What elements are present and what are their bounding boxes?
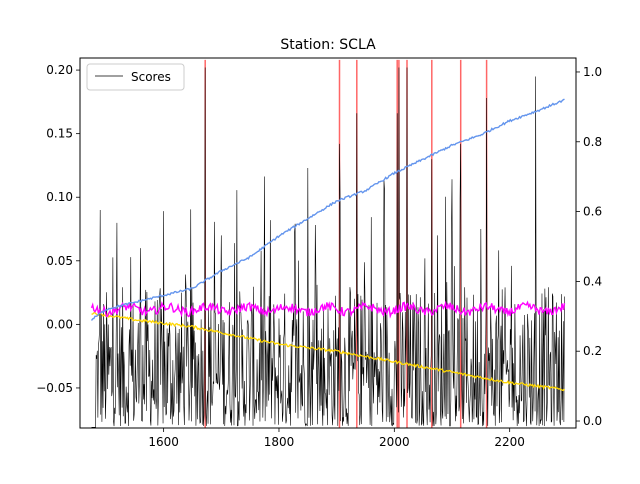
y-right-tick-label-0: 0.0 — [583, 414, 602, 428]
y-right-tick-label-1: 0.2 — [583, 344, 602, 358]
y-left-tick-label-5: 0.20 — [46, 63, 73, 77]
legend-box — [86, 63, 185, 91]
chart-title: Station: SCLA — [280, 37, 376, 53]
y-left-tick-label-3: 0.10 — [46, 190, 73, 204]
y-right-tick-label-4: 0.8 — [583, 135, 602, 149]
y-left-tick-label-2: 0.05 — [46, 254, 73, 268]
x-tick-label-1800: 1800 — [264, 435, 295, 449]
plot-area — [90, 59, 566, 428]
x-tick-label-2200: 2200 — [494, 435, 525, 449]
y-right-tick-label-2: 0.4 — [583, 274, 602, 288]
y-left-tick-label-0: −0.05 — [36, 381, 73, 395]
x-tick-label-2000: 2000 — [379, 435, 410, 449]
y-left-tick-label-4: 0.15 — [46, 127, 73, 141]
legend-label-scores: Scores — [131, 70, 171, 84]
y-left-tick-label-1: 0.00 — [46, 317, 73, 331]
plot-frame — [79, 57, 577, 429]
series-scores-line — [91, 67, 565, 428]
series-magenta-line — [90, 300, 566, 319]
series-yellow-line — [91, 312, 565, 392]
y-right-tick-label-5: 1.0 — [583, 65, 602, 79]
series-blue-line — [90, 98, 565, 321]
x-tick-label-1600: 1600 — [148, 435, 179, 449]
legend: Scores — [86, 63, 185, 91]
axis-ticks: 1600 1800 2000 2200 −0.05 0.00 0.05 0.10 0.15 0.2… — [36, 63, 602, 449]
y-right-tick-label-3: 0.6 — [583, 205, 602, 219]
